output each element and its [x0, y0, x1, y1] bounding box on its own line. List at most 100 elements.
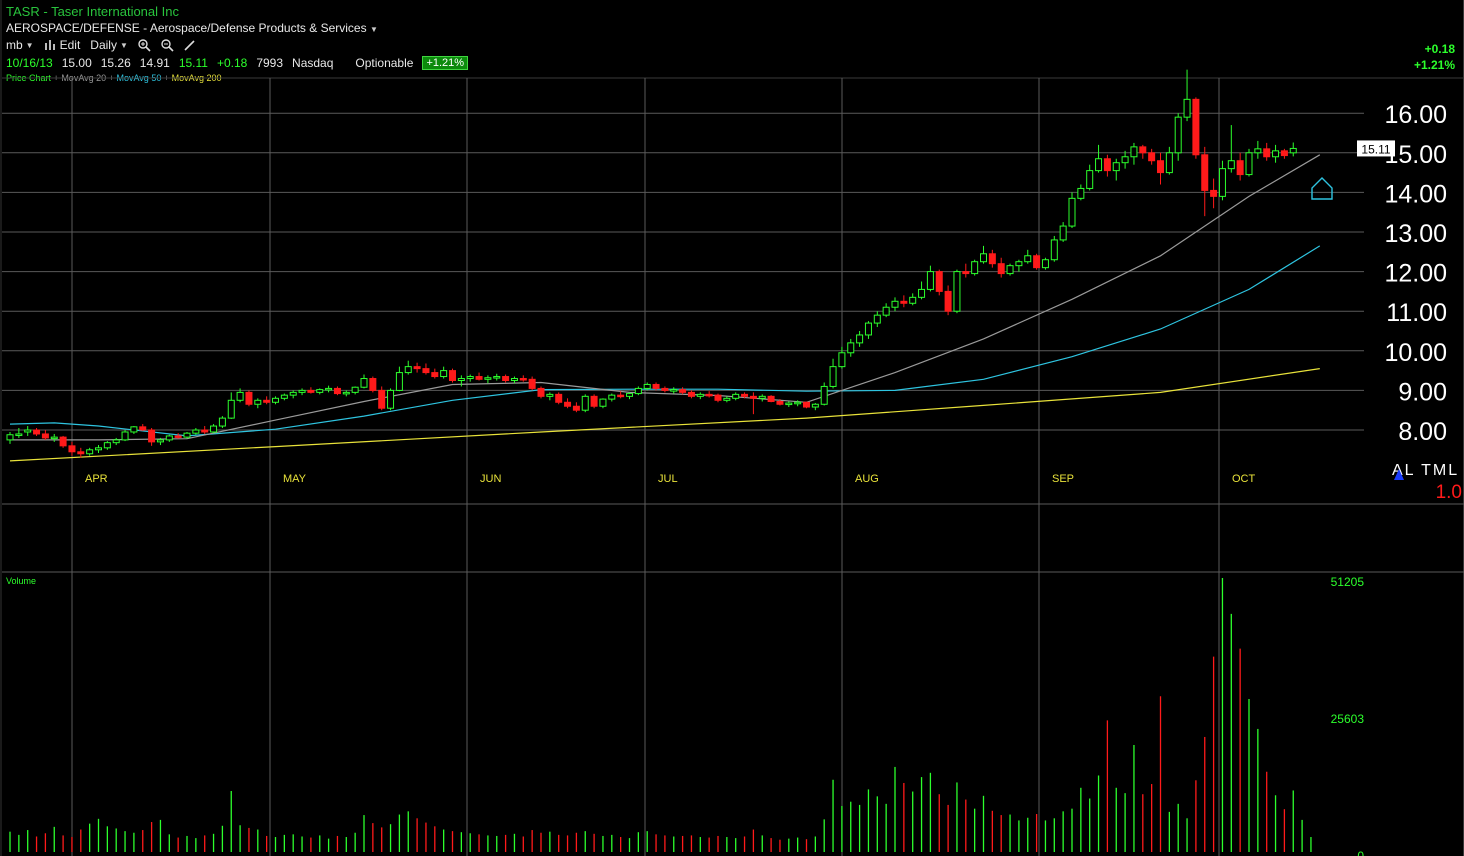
price-tick-label: 8.00	[1398, 418, 1447, 446]
industry-name: AEROSPACE/DEFENSE - Aerospace/Defense Pr…	[6, 21, 367, 35]
candle-body	[962, 271, 970, 275]
candle-body	[245, 391, 253, 405]
candle-body	[971, 261, 979, 275]
candle-body	[502, 376, 510, 382]
candle-body	[900, 300, 908, 304]
volume-tick-label: 25603	[1331, 712, 1365, 726]
candle-body	[493, 376, 501, 379]
industry-line[interactable]: AEROSPACE/DEFENSE - Aerospace/Defense Pr…	[6, 21, 378, 35]
candle-body	[272, 397, 279, 403]
candle-body	[537, 387, 545, 397]
candle-body	[696, 393, 704, 397]
candle-body	[103, 442, 111, 449]
chart-toolbar: mb ▼ Edit Daily ▼	[6, 38, 206, 52]
layout-dropdown[interactable]: mb ▼	[6, 38, 34, 52]
candle-body	[1263, 148, 1271, 158]
candle-body	[555, 393, 563, 403]
candle-body	[732, 393, 740, 399]
ma20-line	[10, 154, 1321, 441]
price-tick-label: 16.00	[1384, 101, 1447, 129]
candle-body	[1245, 152, 1253, 176]
candle-body	[626, 393, 633, 397]
period-dropdown[interactable]: Daily ▼	[90, 38, 128, 52]
draw-tool-button[interactable]	[184, 39, 196, 51]
price-tick-label: 10.00	[1384, 339, 1447, 367]
candle-body	[608, 394, 616, 400]
candle-body	[95, 447, 102, 451]
price-tick-label: 14.00	[1384, 180, 1447, 208]
candle-body	[395, 372, 403, 391]
optionable-label: Optionable	[355, 56, 414, 70]
candle-body	[1024, 255, 1032, 263]
quote-low: 14.91	[139, 56, 170, 70]
ticker-symbol[interactable]: TASR	[6, 4, 40, 19]
candle-body	[1183, 98, 1191, 118]
candle-body	[705, 393, 713, 397]
candle-body	[510, 378, 518, 381]
candle-body	[130, 426, 138, 433]
candle-body	[687, 391, 695, 397]
candle-body	[449, 370, 456, 382]
candle-body	[599, 398, 607, 407]
candle-body	[360, 378, 368, 388]
month-label: SEP	[1052, 473, 1074, 485]
candle-body	[1227, 160, 1235, 170]
candle-body	[643, 383, 651, 389]
candle-body	[1041, 259, 1049, 269]
zoom-in-button[interactable]	[138, 38, 151, 52]
ma200-line	[9, 368, 1320, 462]
month-label: AUG	[855, 473, 879, 485]
candle-body	[165, 435, 173, 441]
candle-body	[227, 399, 235, 419]
candle-body	[307, 389, 315, 393]
candle-body	[581, 395, 589, 411]
candle-body	[1272, 150, 1280, 158]
candle-body	[422, 368, 430, 374]
candle-body	[1210, 189, 1218, 197]
candle-body	[475, 376, 483, 380]
industry-dropdown-icon[interactable]: ▼	[369, 25, 378, 34]
price-tick-label: 13.00	[1384, 220, 1447, 248]
candle-body	[404, 366, 412, 374]
price-tick-label: 11.00	[1386, 299, 1447, 327]
candle-body	[1148, 152, 1156, 162]
candle-body	[413, 366, 421, 370]
candle-body	[776, 400, 784, 405]
candle-body	[811, 403, 819, 408]
candle-body	[289, 391, 297, 396]
candle-body	[1201, 154, 1209, 191]
candle-body	[1006, 265, 1014, 275]
quote-line: 10/16/13 15.00 15.26 14.91 15.11 +0.18 7…	[6, 56, 477, 70]
quote-exchange: Nasdaq	[292, 56, 334, 70]
candle-body	[997, 263, 1005, 275]
candle-body	[1015, 261, 1023, 267]
last-price-tag	[1357, 140, 1395, 157]
candle-body	[156, 439, 164, 443]
edit-button[interactable]: Edit	[44, 38, 80, 52]
candle-body	[466, 376, 474, 380]
candle-body	[316, 389, 324, 393]
candle-body	[847, 342, 855, 354]
candle-body	[918, 288, 926, 298]
candle-body	[944, 290, 952, 312]
quote-change: +0.18	[216, 56, 248, 70]
candle-body	[661, 387, 669, 391]
candle-body	[121, 431, 129, 441]
candle-body	[891, 300, 899, 308]
period-label: Daily	[90, 38, 117, 52]
candle-body	[6, 434, 14, 441]
zoom-out-button[interactable]	[161, 38, 174, 52]
candle-body	[1086, 170, 1094, 189]
candle-body	[1068, 197, 1076, 227]
indicator-triangle-icon	[1394, 469, 1404, 480]
candle-body	[1254, 148, 1262, 154]
indicator-value: 1.0	[1436, 482, 1462, 503]
quote-date: 10/16/13	[6, 56, 53, 70]
candle-body	[1174, 116, 1182, 154]
candle-body	[1050, 239, 1058, 261]
quote-high: 15.26	[100, 56, 131, 70]
candle-body	[1165, 152, 1173, 174]
candle-body	[431, 372, 439, 378]
candle-body	[1192, 98, 1200, 156]
